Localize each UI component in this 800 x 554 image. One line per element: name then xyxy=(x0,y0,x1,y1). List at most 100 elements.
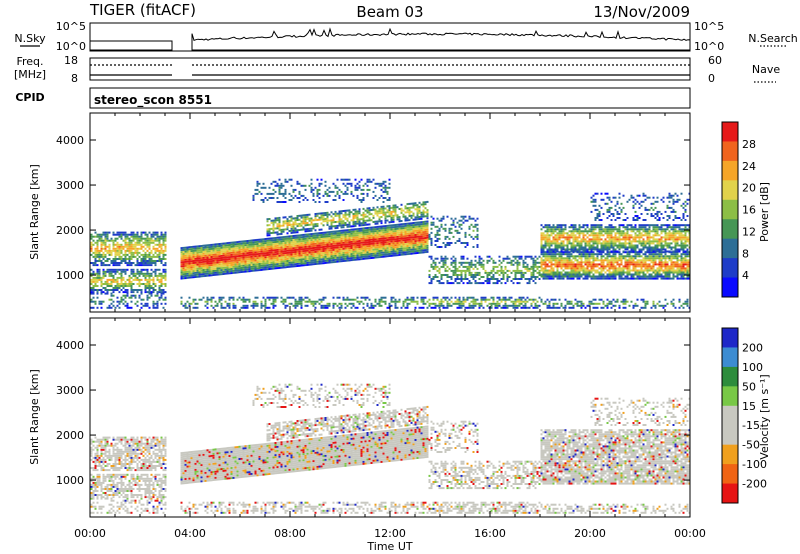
power-cell xyxy=(446,276,449,278)
power-cell xyxy=(286,251,289,254)
power-cell xyxy=(456,221,459,224)
power-cell xyxy=(148,287,151,289)
power-cell xyxy=(392,252,395,255)
power-cell xyxy=(414,246,417,249)
power-cell xyxy=(336,242,339,245)
power-cell xyxy=(424,247,427,250)
power-cell xyxy=(120,283,123,285)
power-cell xyxy=(226,258,229,261)
power-cell xyxy=(158,235,161,238)
power-cell xyxy=(280,256,283,259)
power-cell xyxy=(346,186,349,189)
power-cell xyxy=(326,261,329,264)
power-cell xyxy=(354,240,357,243)
power-cell xyxy=(132,283,135,285)
power-cell xyxy=(492,269,495,272)
power-cell xyxy=(284,188,287,191)
power-cell xyxy=(234,261,237,264)
power-cell xyxy=(108,258,111,260)
power-cell xyxy=(378,208,381,211)
power-cell xyxy=(558,257,561,260)
power-cell xyxy=(268,306,271,309)
power-cell xyxy=(286,264,289,266)
power-cell xyxy=(428,255,431,258)
power-cell xyxy=(114,258,117,260)
power-cell xyxy=(328,190,331,193)
power-cell xyxy=(214,265,217,268)
power-cell xyxy=(462,269,465,272)
power-cell xyxy=(562,265,565,268)
power-cell xyxy=(356,218,359,221)
power-cell xyxy=(552,238,555,241)
power-cell xyxy=(100,247,103,250)
power-cell xyxy=(478,261,481,264)
power-cell xyxy=(340,218,343,221)
power-cell xyxy=(284,235,287,238)
power-cell xyxy=(120,249,123,252)
power-cell xyxy=(256,247,259,249)
power-cell xyxy=(482,265,485,268)
power-cell xyxy=(404,231,407,233)
power-cell xyxy=(164,237,167,240)
power-cell xyxy=(294,217,297,220)
power-cell xyxy=(330,221,333,224)
power-cell xyxy=(342,296,345,299)
power-cell xyxy=(214,273,217,276)
power-cell xyxy=(348,231,351,233)
power-cell xyxy=(480,300,483,303)
power-cell xyxy=(332,255,335,257)
power-cell xyxy=(422,249,425,252)
power-cell xyxy=(294,231,297,234)
power-cell xyxy=(268,232,271,235)
power-cell xyxy=(348,211,351,214)
nsearch-tick-low: 10^0 xyxy=(694,40,724,53)
power-cell xyxy=(322,296,325,299)
power-cell xyxy=(198,247,201,250)
power-cell xyxy=(560,253,563,256)
power-cell xyxy=(350,298,353,301)
power-cell xyxy=(362,199,365,201)
power-cell xyxy=(158,237,161,240)
power-cell xyxy=(418,233,421,236)
power-cell xyxy=(408,252,411,255)
power-cell xyxy=(540,232,543,235)
power-cell xyxy=(338,248,341,251)
power-cell xyxy=(224,266,227,269)
power-cell xyxy=(326,231,329,234)
power-cell xyxy=(356,240,359,243)
power-cell xyxy=(116,243,119,246)
power-cell xyxy=(412,252,415,255)
power-cell xyxy=(548,306,551,309)
power-cell xyxy=(390,254,393,257)
power-cell xyxy=(140,283,143,285)
power-cell xyxy=(536,271,539,274)
power-cell xyxy=(386,192,389,195)
power-cell xyxy=(564,253,567,256)
power-cell xyxy=(156,247,159,250)
power-cell xyxy=(538,304,541,307)
power-cell xyxy=(406,243,409,245)
power-cell xyxy=(186,306,189,309)
power-cell xyxy=(406,245,409,247)
power-cell xyxy=(250,247,253,250)
power-cell xyxy=(424,296,427,299)
power-cell xyxy=(140,233,143,236)
power-cell xyxy=(264,186,267,189)
power-cell xyxy=(276,257,279,259)
power-cell xyxy=(344,211,347,214)
power-cell xyxy=(374,240,377,243)
power-cell xyxy=(310,227,313,230)
power-cell xyxy=(300,240,303,243)
power-cell xyxy=(248,253,251,256)
power-cell xyxy=(540,263,543,266)
power-cell xyxy=(130,241,133,244)
power-cell xyxy=(504,282,507,285)
power-cell xyxy=(272,188,275,191)
power-cell xyxy=(228,298,231,301)
power-cell xyxy=(292,249,295,252)
power-cell xyxy=(458,302,461,305)
power-cell xyxy=(334,232,337,235)
power-cell xyxy=(372,304,375,307)
power-cell xyxy=(446,300,449,303)
power-cell xyxy=(394,248,397,251)
